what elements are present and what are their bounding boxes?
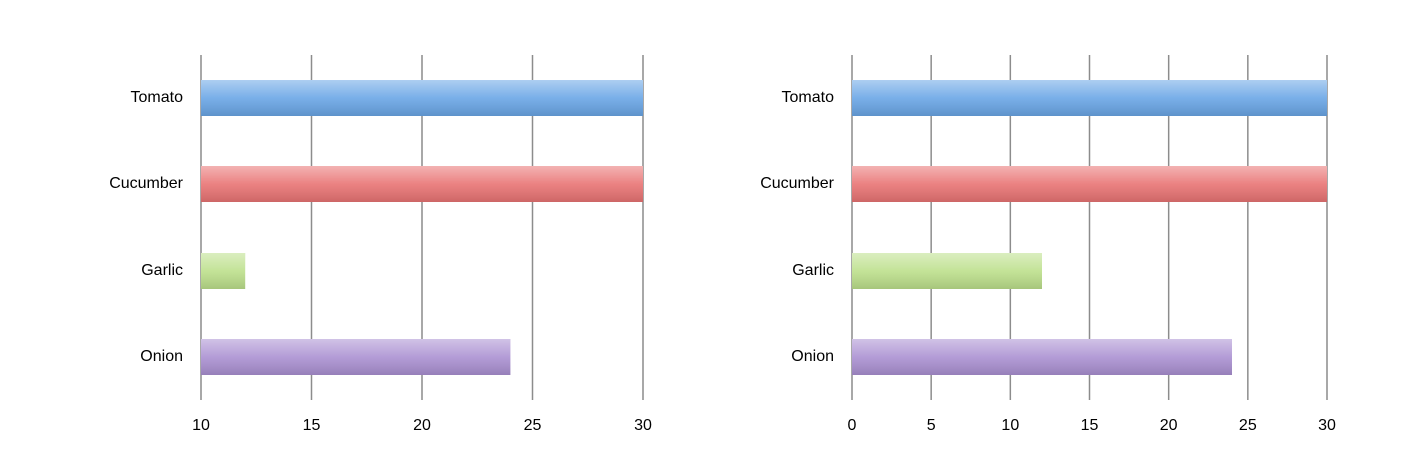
x-tick-label: 10	[1001, 417, 1019, 434]
category-label: Garlic	[792, 262, 834, 279]
category-label: Tomato	[131, 89, 184, 106]
bar-shine	[852, 166, 1327, 202]
category-label: Tomato	[782, 89, 835, 106]
category-label: Cucumber	[109, 175, 183, 192]
x-tick-label: 5	[927, 417, 936, 434]
x-tick-label: 20	[1160, 417, 1178, 434]
category-label: Onion	[140, 348, 183, 365]
x-tick-label: 30	[634, 417, 652, 434]
bar-shine	[201, 253, 246, 289]
x-tick-label: 30	[1318, 417, 1336, 434]
x-tick-label: 15	[303, 417, 321, 434]
x-tick-label: 10	[192, 417, 210, 434]
category-label: Cucumber	[760, 175, 834, 192]
bar-shine	[852, 339, 1232, 375]
bar-shine	[852, 253, 1042, 289]
x-tick-label: 25	[1239, 417, 1257, 434]
x-tick-label: 15	[1081, 417, 1099, 434]
bar-shine	[201, 166, 643, 202]
x-tick-label: 20	[413, 417, 431, 434]
category-label: Garlic	[141, 262, 183, 279]
bar-shine	[201, 339, 511, 375]
x-tick-label: 25	[524, 417, 542, 434]
bar-shine	[201, 80, 643, 116]
x-tick-label: 0	[848, 417, 857, 434]
category-label: Onion	[791, 348, 834, 365]
bar-shine	[852, 80, 1327, 116]
